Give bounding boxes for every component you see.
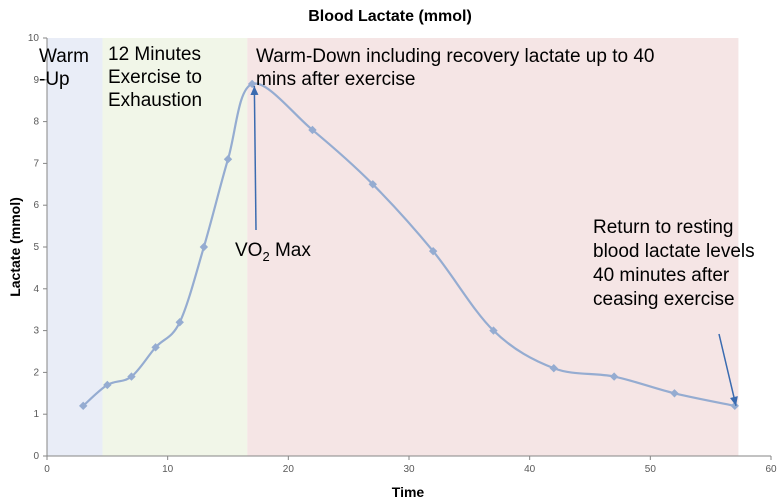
y-tick-label-7: 7 [33,158,39,169]
phase-band-2 [247,38,739,456]
arrow-shaft [718,333,737,407]
annotations: Warm -Up 12 Minutes Exercise to Exhaustion Wa… [39,44,755,407]
data-point-3 [151,343,160,352]
y-axis-label: Lactate (mmol) [7,197,23,297]
phase-label-1: 12 Minutes Exercise to Exhaustion [108,44,202,111]
y-tick-label-10: 10 [28,33,40,44]
phase-band-0 [47,38,103,456]
phase-band-1 [102,38,248,456]
data-point-13 [609,372,619,381]
return-resting-line: blood lactate levels [593,241,755,262]
data-point-11 [489,326,498,335]
x-tick-label-0: 0 [44,464,50,475]
phase-label-line: -Up [39,69,70,90]
arrow-head [250,85,259,96]
arrow-shaft [253,85,257,231]
y-tick-label-5: 5 [33,242,39,253]
phase-label-line: Warm-Down including recovery lactate up … [256,46,654,67]
x-axis-label: Time [392,484,425,500]
x-tick-label-10: 10 [162,464,174,475]
series-line-0 [82,82,736,407]
return-resting-line: 40 minutes after [593,265,730,286]
data-point-0 [79,401,88,411]
y-tick-label-3: 3 [33,326,39,337]
phase-label-line: Exhaustion [108,90,202,111]
data-point-1 [103,380,112,390]
y-tick-label-1: 1 [33,409,39,420]
x-tick-label-60: 60 [765,464,777,475]
y-tick-label-6: 6 [33,200,39,211]
data-point-15 [730,401,739,411]
return-resting-line: Return to resting [593,217,733,238]
vo2-rest: Max [270,240,312,261]
data-point-12 [549,364,558,373]
data-point-8 [308,125,317,135]
y-tick-label-2: 2 [33,367,39,378]
return-resting-arrow [718,333,738,407]
data-point-14 [670,389,679,398]
vo2-max-arrow [250,85,259,231]
chart-title: Blood Lactate (mmol) [308,8,472,25]
axes: 0 1 2 3 4 5 6 7 8 9 10 0 10 20 30 40 50 60 [28,33,777,475]
phase-label-line: Exercise to [108,67,202,88]
phase-label-0: Warm -Up [39,46,89,90]
return-resting-line: ceasing exercise [593,289,735,310]
data-point-4 [175,318,184,327]
x-tick-label-50: 50 [645,464,657,475]
x-tick-label-20: 20 [283,464,295,475]
data-point-6 [223,155,233,164]
return-resting-label: Return to resting blood lactate levels 40 … [593,217,755,310]
phase-label-line: mins after exercise [256,69,415,90]
x-tick-label-40: 40 [524,464,536,475]
x-tick-label-30: 30 [403,464,415,475]
data-point-2 [127,372,136,381]
y-tick-label-4: 4 [33,284,39,295]
y-tick-label-0: 0 [33,451,39,462]
phase-label-line: Warm [39,46,89,67]
y-tick-label-8: 8 [33,117,39,128]
vo2-text: VO [235,240,262,261]
series-group [79,79,739,411]
phase-bands [47,38,739,456]
vo2-subscript: 2 [262,249,269,264]
vo2-max-label: VO2 Max [235,240,311,264]
data-point-5 [199,242,209,252]
data-point-10 [428,246,438,256]
arrow-head [730,396,738,406]
phase-label-line: 12 Minutes [108,44,201,65]
y-tick-label-9: 9 [33,75,39,86]
phase-label-2: Warm-Down including recovery lactate up … [256,46,654,90]
data-point-9 [368,180,377,189]
